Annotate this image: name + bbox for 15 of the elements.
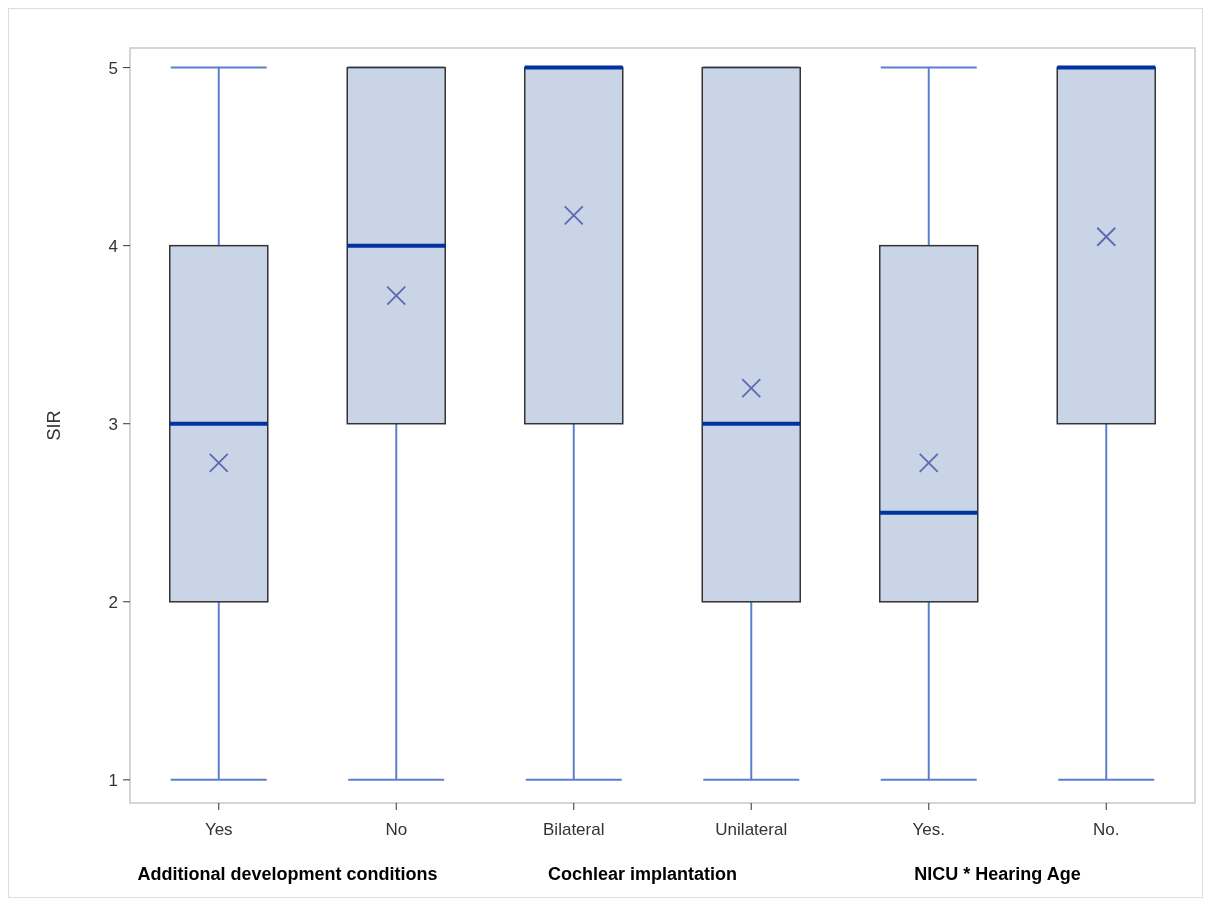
x-tick-label: Yes xyxy=(204,820,233,839)
x-tick-label: Unilateral xyxy=(715,820,788,839)
y-tick-label: 4 xyxy=(108,236,118,256)
x-tick-label: No. xyxy=(1093,820,1120,839)
y-tick-label: 3 xyxy=(108,414,118,434)
text: Cochlear implantation xyxy=(547,864,738,884)
y-tick-label: 2 xyxy=(108,592,118,612)
x-tick-label: No xyxy=(385,820,408,839)
text: Additional development conditions xyxy=(137,864,438,884)
y-tick-label: 5 xyxy=(108,58,118,78)
y-axis-title: SIR xyxy=(44,410,64,441)
x-tick-label: Yes. xyxy=(912,820,945,839)
text: NICU * Hearing Age xyxy=(914,864,1081,884)
x-tick-label: Bilateral xyxy=(543,820,605,839)
y-tick-label: 1 xyxy=(108,770,118,790)
